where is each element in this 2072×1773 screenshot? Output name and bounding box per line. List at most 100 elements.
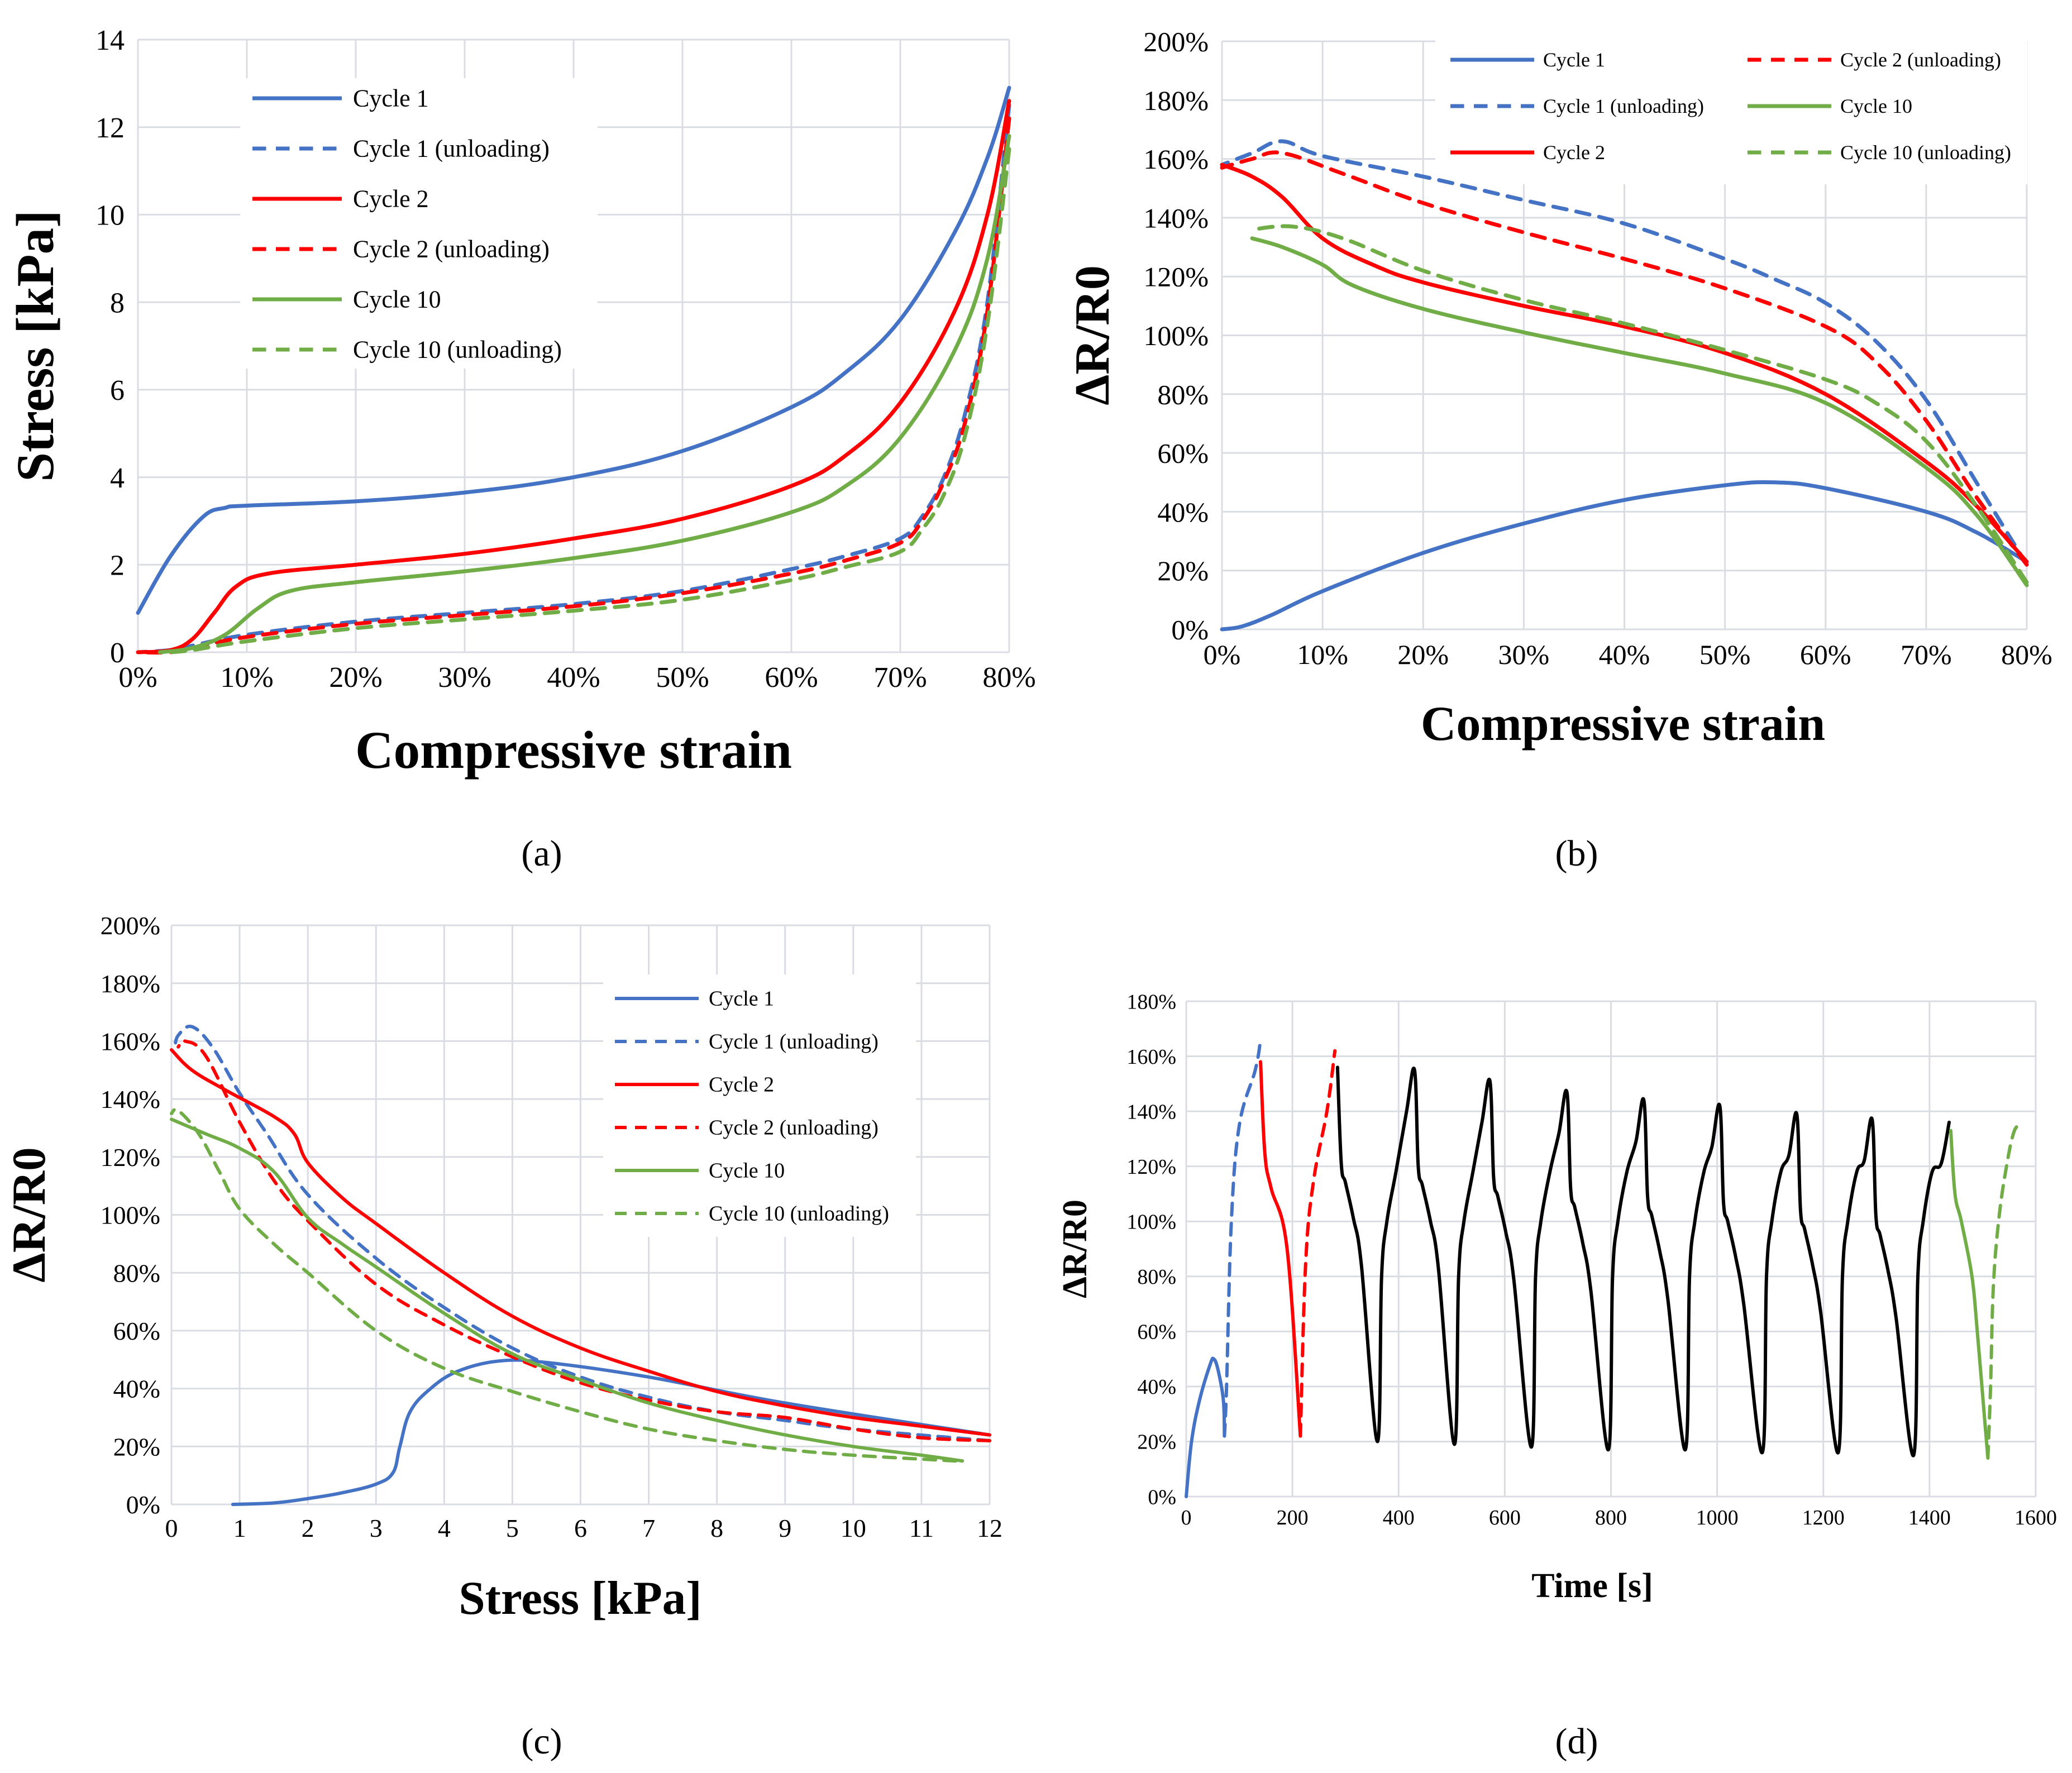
y-axis-title: ΔR/R0 <box>1066 265 1120 405</box>
y-tick-label: 160% <box>101 1028 160 1056</box>
series-line-cycle-10-unloading- <box>1250 224 2029 585</box>
legend-background <box>603 974 916 1237</box>
chart-c: 0 1 2 3 4 5 6 7 8 9 10 11 120%20%40%60%80%100%120%14… <box>3 911 1002 1624</box>
y-tick-label: 0% <box>1171 614 1209 646</box>
x-tick-label: 0% <box>118 662 157 694</box>
y-axis-title: Stress [kPa] <box>6 210 65 481</box>
legend-label: Cycle 1 (unloading) <box>1543 95 1704 117</box>
series-line-cycle-1 <box>231 1358 991 1506</box>
series-line-cycle-1-unloading- <box>1220 139 2029 567</box>
x-tick-label: 11 <box>909 1514 934 1542</box>
series-line-cycle-1-unloading- <box>173 1024 991 1442</box>
x-tick-label: 1 <box>233 1514 246 1542</box>
x-axis-title: Compressive strain <box>1421 697 1825 751</box>
y-tick-label: 60% <box>1157 438 1209 469</box>
x-tick-label: 10% <box>220 662 273 694</box>
legend-label: Cycle 1 (unloading) <box>353 135 550 163</box>
y-tick-label: 120% <box>1126 1155 1176 1179</box>
legend-label: Cycle 2 (unloading) <box>353 236 550 263</box>
x-tick-label: 1600 <box>2014 1506 2057 1530</box>
x-tick-label: 600 <box>1489 1506 1521 1530</box>
y-tick-label: 140% <box>1126 1100 1176 1124</box>
series-line-cycle-10-unloading- <box>170 1107 957 1463</box>
y-tick-label: 2 <box>110 549 125 581</box>
y-tick-label: 200% <box>1143 26 1209 58</box>
chart-a: 0% 10% 20% 30% 40% 50% 60% 70% 80% 0 2 4 6 8 10 12 14 Com… <box>6 25 1036 780</box>
series-line-cycle-2 <box>1220 163 2029 564</box>
x-tick-label: 50% <box>656 662 709 694</box>
x-axis-title: Stress [kPa] <box>459 1572 701 1624</box>
legend-label: Cycle 10 <box>353 286 441 313</box>
series-line-cycle-2 <box>1259 1060 1302 1438</box>
x-tick-label: 40% <box>547 662 600 694</box>
y-axis-title: ΔR/R0 <box>1056 1199 1094 1298</box>
x-tick-label: 30% <box>1498 639 1550 670</box>
y-tick-label: 180% <box>1126 990 1176 1014</box>
series-line-cycle-2-unloading- <box>176 1039 991 1442</box>
x-tick-label: 0% <box>1204 639 1241 670</box>
legend-label: Cycle 1 <box>1543 49 1605 71</box>
legend-label: Cycle 10 <box>709 1159 785 1183</box>
x-tick-label: 60% <box>1800 639 1851 670</box>
x-tick-label: 1200 <box>1802 1506 1845 1530</box>
y-tick-label: 20% <box>1157 555 1209 586</box>
y-tick-label: 14 <box>96 25 125 56</box>
legend-background <box>240 78 598 369</box>
x-tick-label: 12 <box>977 1514 1002 1542</box>
legend-label: Cycle 2 <box>353 185 429 213</box>
x-tick-label: 800 <box>1595 1506 1627 1530</box>
series-line-cycle-10 <box>1250 236 2029 587</box>
x-tick-label: 7 <box>642 1514 655 1542</box>
legend-background <box>1435 39 2027 184</box>
y-tick-label: 100% <box>101 1201 160 1230</box>
y-tick-label: 12 <box>96 112 125 144</box>
y-tick-label: 120% <box>101 1143 160 1172</box>
legend-label: Cycle 10 (unloading) <box>1840 141 2011 164</box>
caption-d: (d) <box>1555 1721 1598 1762</box>
y-tick-label: 80% <box>1137 1265 1176 1289</box>
caption-c: (c) <box>521 1721 562 1762</box>
x-tick-label: 70% <box>1901 639 1952 670</box>
series-line-cycle-1 <box>1220 480 2029 632</box>
x-tick-label: 40% <box>1599 639 1650 670</box>
series-line-cycle-2-unloading- <box>136 116 1011 655</box>
x-tick-label: 60% <box>765 662 818 694</box>
legend-label: Cycle 1 <box>709 987 774 1011</box>
y-tick-label: 60% <box>1137 1321 1176 1344</box>
y-tick-label: 80% <box>1157 379 1209 410</box>
series-line-cycle-10-unloading- <box>1986 1123 2025 1460</box>
legend-label: Cycle 2 <box>1543 141 1605 164</box>
series-line-cycle-10 <box>157 133 1011 654</box>
legend-label: Cycle 1 (unloading) <box>709 1030 879 1054</box>
x-tick-label: 1400 <box>1908 1506 1951 1530</box>
series-line-cycle-2-unloading- <box>1298 1049 1337 1438</box>
x-tick-label: 10 <box>841 1514 866 1542</box>
legend-label: Cycle 10 (unloading) <box>709 1202 889 1226</box>
series-line-cycle-1 <box>1185 1356 1226 1498</box>
y-tick-label: 10 <box>96 200 125 232</box>
y-tick-label: 180% <box>1143 85 1209 116</box>
x-tick-label: 20% <box>329 662 382 694</box>
series-line-cycle-2 <box>136 99 1011 654</box>
chart-d: 0 200 400 600 800 1000 1200 1400 1600 0% 20% 40% 60%… <box>1056 990 2057 1605</box>
x-tick-label: 80% <box>982 662 1035 694</box>
y-tick-label: 0 <box>110 637 125 669</box>
x-axis-title: Time [s] <box>1531 1567 1653 1605</box>
y-axis-title: ΔR/R0 <box>3 1147 55 1282</box>
series-line-cycle-10 <box>170 1117 965 1463</box>
y-tick-label: 40% <box>113 1375 160 1403</box>
x-tick-label: 5 <box>506 1514 519 1542</box>
x-tick-label: 70% <box>873 662 927 694</box>
x-tick-label: 80% <box>2001 639 2052 670</box>
series-line-cycle-2 <box>170 1048 991 1437</box>
legend-label: Cycle 2 (unloading) <box>709 1116 879 1140</box>
y-tick-label: 40% <box>1157 496 1209 528</box>
x-tick-label: 10% <box>1297 639 1348 670</box>
x-axis-title: Compressive strain <box>355 720 792 780</box>
series-line-cycle-1 <box>136 85 1011 615</box>
x-tick-label: 30% <box>438 662 491 694</box>
x-tick-label: 2 <box>302 1514 314 1542</box>
y-tick-label: 140% <box>101 1085 160 1113</box>
y-tick-label: 0% <box>1148 1485 1176 1509</box>
series-line-cycles-3-9 <box>1335 1065 1951 1457</box>
